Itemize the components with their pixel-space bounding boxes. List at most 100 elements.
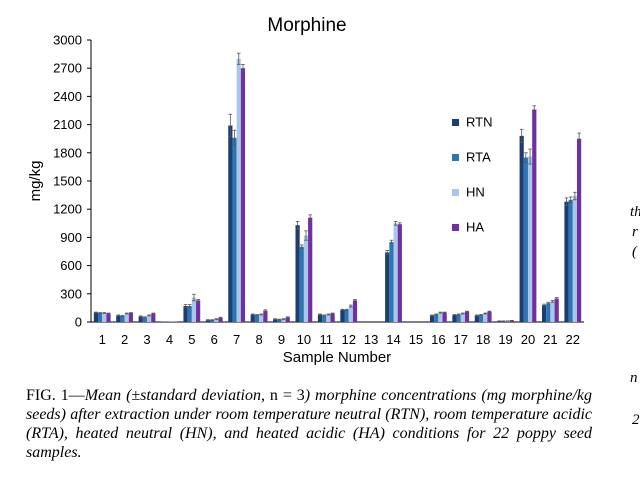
bar-rta [568, 199, 573, 322]
bar-rta [523, 157, 528, 322]
x-tick-label: 5 [188, 332, 195, 347]
bar-rta [254, 314, 260, 322]
y-tick-label: 600 [60, 258, 82, 273]
bar-rtn [317, 314, 323, 322]
y-axis-label: mg/kg [27, 161, 44, 202]
bar-rtn [519, 135, 524, 322]
x-tick-label: 18 [476, 332, 490, 347]
bar-hn [281, 319, 286, 322]
bar-ha [151, 313, 156, 322]
y-tick-label: 2100 [53, 117, 82, 132]
legend-label-rta: RTA [466, 150, 491, 165]
bar-rtn [564, 201, 569, 322]
y-tick-label: 900 [60, 230, 82, 245]
caption-text-1: Mean (±standard deviation, [84, 387, 270, 404]
y-tick-label: 0 [75, 315, 82, 330]
x-tick-label: 13 [364, 332, 378, 347]
chart-title: Morphine [267, 15, 346, 36]
bar-ha [576, 138, 582, 322]
legend-label-hn: HN [466, 185, 485, 200]
bar-hn [259, 314, 264, 322]
legend: RTN RTA HN HA [452, 115, 492, 235]
x-tick-label: 20 [521, 332, 535, 347]
bar-rtn [116, 315, 121, 322]
side-fragment-4: n [630, 370, 638, 386]
legend-swatch-hn [452, 189, 459, 196]
morphine-chart: Morphine mg/kg Sample Number 0 300 600 900 1… [27, 15, 584, 366]
bar-ha [308, 217, 313, 322]
bar-rta [456, 314, 461, 322]
bar-rta [389, 242, 394, 322]
bar-hn [236, 58, 241, 323]
x-tick-label: 2 [121, 332, 128, 347]
bar-rtn [250, 314, 255, 322]
x-tick-label: 6 [211, 332, 218, 347]
y-tick-label: 1500 [53, 174, 82, 189]
figure-caption: FIG. 1—Mean (±standard deviation, n = 3)… [26, 386, 592, 462]
x-tick-label: 8 [255, 332, 262, 347]
x-tick-label: 17 [454, 332, 468, 347]
legend-label-ha: HA [466, 220, 484, 235]
legend-swatch-ha [452, 224, 459, 231]
x-tick-label: 10 [297, 332, 311, 347]
bar-rta [434, 314, 439, 322]
side-fragment-5: 2 [632, 412, 640, 428]
x-ticks: 1 2 3 4 5 6 7 8 9 10 11 12 13 14 15 16 17 18 19 20 21 22 [99, 332, 580, 347]
bar-ha [554, 298, 559, 322]
bar-ha [509, 320, 514, 322]
bar-ha [442, 312, 447, 322]
bar-rtn [93, 312, 99, 322]
bar-hn [348, 306, 353, 322]
bar-rtn [228, 125, 233, 322]
legend-label-rtn: RTN [466, 115, 492, 130]
bar-hn [102, 313, 107, 322]
bar-rtn [541, 305, 547, 322]
bar-hn [483, 313, 488, 322]
bar-rta [478, 314, 484, 322]
bar-rtn [474, 315, 479, 322]
bar-rtn [385, 252, 390, 322]
bar-hn [438, 312, 443, 322]
bar-hn [393, 223, 398, 322]
x-axis-label: Sample Number [283, 349, 391, 366]
bar-rta [210, 320, 215, 322]
bar-ha [263, 310, 268, 322]
bar-rta [98, 313, 103, 322]
y-tick-label: 1200 [53, 202, 82, 217]
bar-ha [285, 317, 290, 322]
bar-rta [187, 306, 192, 322]
x-tick-label: 9 [278, 332, 285, 347]
x-tick-label: 3 [143, 332, 150, 347]
legend-swatch-rtn [452, 119, 459, 126]
x-tick-label: 14 [386, 332, 400, 347]
x-tick-label: 15 [409, 332, 423, 347]
bar-rta [546, 303, 551, 322]
y-tick-label: 300 [60, 286, 82, 301]
x-tick-label: 12 [341, 332, 355, 347]
x-tick-label: 22 [566, 332, 580, 347]
bar-rtn [429, 315, 435, 322]
bar-rta [120, 315, 125, 322]
bar-hn [550, 301, 555, 322]
bar-hn [303, 235, 309, 322]
bar-ha [464, 311, 470, 322]
bar-ha [196, 300, 201, 322]
bar-ha [240, 68, 246, 322]
bar-rta [277, 319, 282, 322]
side-fragment-2: r [632, 224, 638, 240]
bar-hn [460, 313, 465, 322]
bar-hn [326, 314, 331, 322]
bar-hn [191, 297, 197, 322]
bar-rta [299, 246, 304, 322]
x-tick-label: 4 [166, 332, 173, 347]
bar-hn [527, 156, 533, 322]
y-tick-label: 3000 [53, 33, 82, 48]
legend-swatch-rta [452, 154, 459, 161]
bar-rta [344, 309, 349, 322]
y-tick-label: 2700 [53, 61, 82, 76]
bar-ha [106, 313, 111, 322]
bar-hn [124, 313, 129, 322]
caption-text-2: ) morphine concentrations (mg morphine/k… [26, 387, 593, 461]
bar-rtn [340, 309, 345, 322]
y-tick-label: 2400 [53, 89, 82, 104]
